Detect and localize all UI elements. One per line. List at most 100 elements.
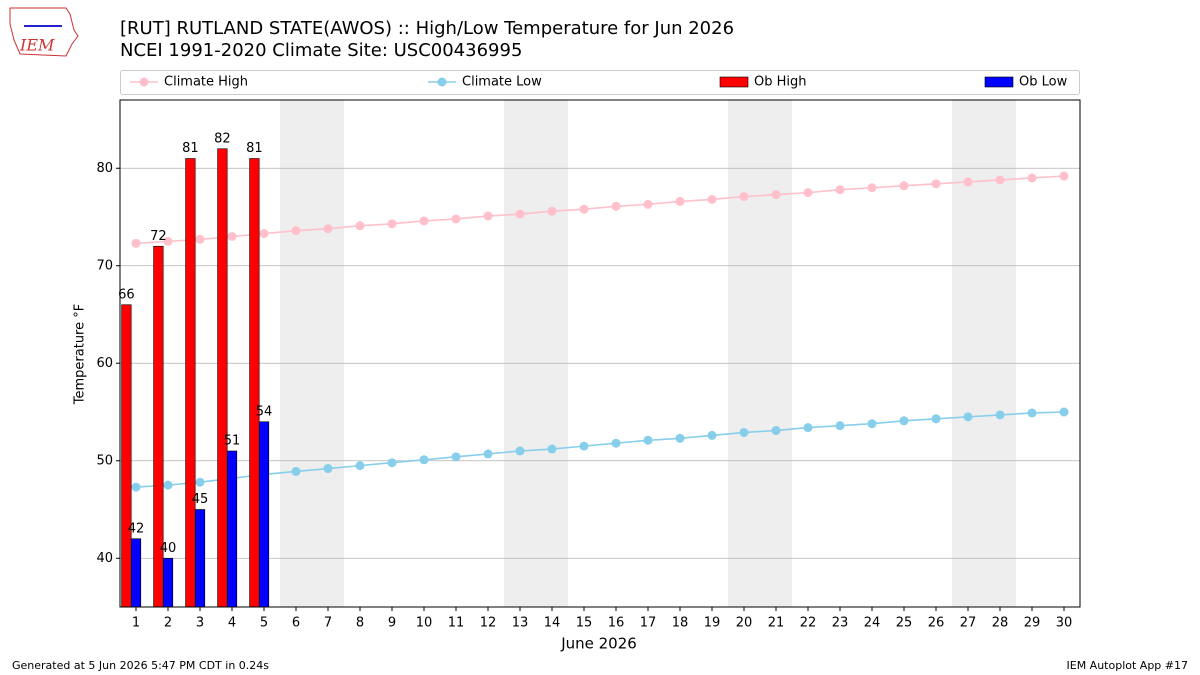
legend-label: Climate Low [462, 75, 542, 90]
bar [162, 557, 174, 608]
point [963, 412, 973, 422]
value-label: 82 [214, 131, 231, 146]
point [803, 188, 813, 198]
x-tick-label: 30 [1056, 616, 1073, 631]
x-tick-label: 2 [164, 616, 172, 631]
x-tick-label: 24 [864, 616, 881, 631]
point [163, 236, 173, 246]
point [803, 423, 813, 433]
x-tick-label: 19 [704, 616, 721, 631]
point [867, 183, 877, 193]
point [227, 232, 237, 241]
x-tick-label: 23 [832, 616, 849, 631]
value-label: 81 [182, 141, 199, 156]
y-tick-label: 70 [96, 258, 113, 273]
bar [226, 450, 238, 608]
legend-box [120, 70, 1080, 95]
x-tick-label: 3 [196, 616, 204, 631]
point [355, 221, 365, 231]
point [547, 206, 557, 216]
point [963, 177, 973, 187]
logo-text: IEM [19, 36, 55, 55]
x-tick-label: 12 [480, 616, 497, 631]
point [483, 449, 493, 459]
point [611, 201, 621, 211]
footer-left: Generated at 5 Jun 2026 5:47 PM CDT in 0… [12, 659, 269, 672]
point [707, 194, 717, 204]
point [611, 438, 621, 448]
point [195, 234, 205, 244]
footer-right: IEM Autoplot App #17 [1067, 659, 1189, 672]
point [643, 435, 653, 445]
point [547, 444, 557, 454]
x-tick-label: 21 [768, 616, 785, 631]
x-tick-label: 27 [960, 616, 977, 631]
point [835, 185, 845, 195]
x-tick-label: 16 [608, 616, 625, 631]
point [419, 216, 429, 226]
x-tick-label: 11 [448, 616, 465, 631]
value-label: 72 [150, 229, 167, 244]
legend-label: Climate High [164, 75, 248, 90]
value-label: 40 [160, 541, 177, 556]
point [899, 416, 909, 426]
point [707, 430, 717, 440]
line [135, 175, 1065, 245]
x-tick-label: 10 [416, 616, 433, 631]
point [579, 441, 589, 451]
x-tick-label: 1 [132, 616, 140, 631]
bar [194, 509, 206, 608]
point [995, 410, 1005, 420]
legend-label: Ob Low [1019, 75, 1068, 90]
y-tick-label: 60 [96, 356, 113, 371]
x-tick-label: 29 [1024, 616, 1041, 631]
point [931, 179, 941, 189]
logo: IEM [9, 7, 79, 57]
y-tick-label: 50 [96, 453, 113, 468]
point [867, 419, 877, 429]
x-tick-label: 25 [896, 616, 913, 631]
point [515, 209, 525, 219]
point [675, 433, 685, 443]
logo-outline [9, 7, 79, 57]
point [1059, 407, 1069, 417]
x-tick-label: 4 [228, 616, 236, 631]
x-tick-label: 9 [388, 616, 396, 631]
point [1027, 173, 1037, 183]
x-tick-label: 20 [736, 616, 753, 631]
point [835, 421, 845, 431]
legend-swatch [139, 77, 149, 87]
x-tick-label: 26 [928, 616, 945, 631]
x-tick-label: 6 [292, 616, 300, 631]
x-tick-label: 8 [356, 616, 364, 631]
point [291, 226, 301, 236]
point [515, 446, 525, 456]
point [995, 175, 1005, 185]
point [163, 480, 173, 490]
point [579, 204, 589, 214]
bar [185, 158, 196, 608]
point [259, 229, 269, 239]
x-tick-label: 28 [992, 616, 1009, 631]
point [931, 414, 941, 424]
bar [121, 304, 132, 608]
point [483, 211, 493, 221]
legend-swatch [984, 76, 1014, 88]
point [675, 196, 685, 206]
weekend-shade [952, 100, 1016, 607]
x-tick-label: 22 [800, 616, 817, 631]
bar [217, 148, 228, 608]
point [387, 219, 397, 229]
value-label: 66 [118, 287, 135, 302]
legend-label: Ob High [754, 75, 807, 90]
point [195, 477, 205, 487]
weekend-shade [280, 100, 344, 607]
point [643, 199, 653, 209]
value-label: 54 [256, 404, 273, 419]
x-axis-label: June 2026 [560, 635, 637, 653]
x-tick-label: 15 [576, 616, 593, 631]
point [323, 464, 333, 474]
plot-frame [119, 99, 1081, 608]
x-tick-label: 5 [260, 616, 268, 631]
